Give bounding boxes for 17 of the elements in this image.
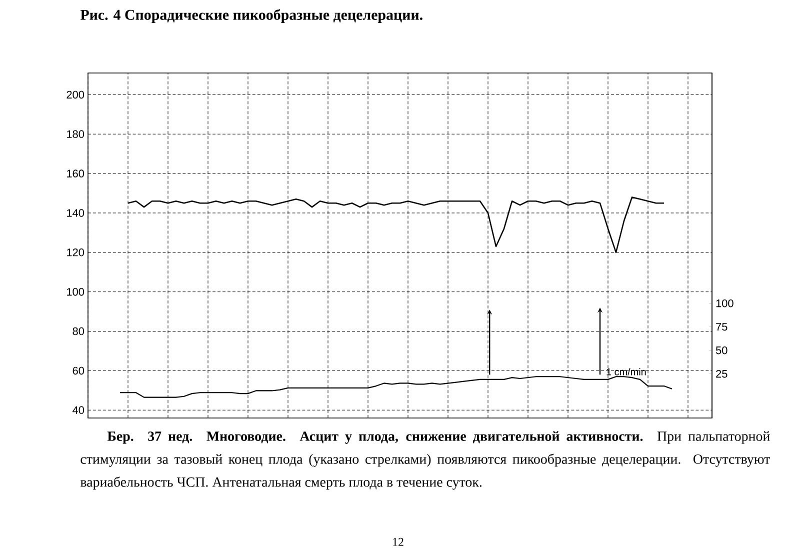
y-tick-label: 60: [72, 366, 84, 375]
y-tick-label: 40: [72, 406, 84, 414]
y-tick-label: 120: [67, 248, 84, 256]
y2-tick-label: 75: [716, 322, 728, 331]
y-tick-label: 100: [67, 288, 84, 296]
y2-tick-label: 50: [716, 346, 728, 354]
y-tick-label: 200: [66, 90, 84, 99]
annotation: 1 cm/min: [606, 368, 646, 376]
y-tick-label: 180: [67, 130, 84, 138]
y2-tick-label: 25: [716, 370, 728, 378]
y-tick-label: 140: [67, 209, 84, 217]
text: Бер. 37 нед. Многоводие. Асцит у плода, снижение двигательной активности. При пальпаторной стимуляции за тазовый конец плода (указано стрелками) появляются пикообразные децелерации. Отсутствуют вариабельность ЧСП. Антенатальная смерть плода в течение суток.: [80, 431, 770, 490]
y-tick-label: 160: [67, 170, 84, 178]
y-tick-label: 80: [72, 327, 84, 336]
text: 12: [393, 538, 404, 546]
chart-title: Рис. 4 Спорадические пикообразные децелерации.: [80, 9, 422, 23]
y2-tick-label: 100: [716, 299, 734, 308]
